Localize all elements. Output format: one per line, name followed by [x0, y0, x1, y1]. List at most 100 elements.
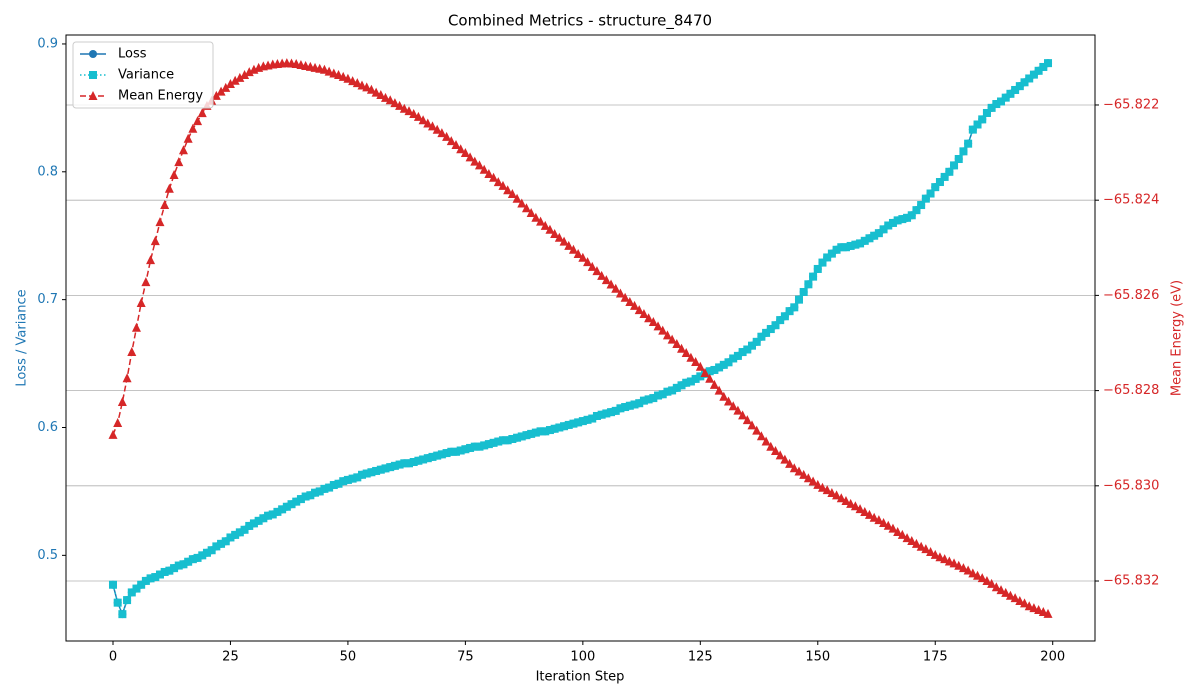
point	[489, 172, 499, 182]
point	[630, 300, 640, 310]
point	[376, 465, 385, 474]
point	[931, 183, 940, 192]
point	[127, 347, 137, 357]
point	[630, 400, 639, 409]
point	[193, 116, 203, 126]
point	[950, 161, 959, 170]
point	[954, 155, 963, 164]
point	[113, 598, 122, 607]
chart-title: Combined Metrics - structure_8470	[448, 12, 712, 31]
series-line	[112, 62, 1049, 617]
point	[968, 568, 978, 578]
point	[141, 277, 151, 287]
point	[475, 442, 484, 451]
point	[550, 424, 559, 433]
point	[705, 373, 715, 383]
point	[776, 316, 785, 325]
point	[273, 507, 282, 516]
x-tick-label: 25	[222, 650, 239, 665]
point	[945, 167, 954, 176]
point	[695, 361, 705, 371]
point	[752, 425, 762, 435]
point	[663, 387, 672, 396]
point	[395, 100, 405, 110]
x-tick-label: 200	[1040, 650, 1065, 665]
point	[888, 218, 897, 227]
legend: Loss Variance Mean Energy	[72, 41, 214, 109]
point	[747, 420, 757, 430]
point	[865, 234, 874, 243]
point	[174, 157, 184, 167]
point	[823, 253, 832, 262]
point	[527, 429, 536, 438]
point	[733, 405, 743, 415]
point	[479, 164, 489, 174]
x-tick-label: 125	[688, 650, 713, 665]
point	[728, 401, 738, 411]
point	[940, 554, 950, 564]
point	[785, 307, 794, 316]
point	[601, 275, 611, 285]
point	[836, 493, 846, 503]
point	[376, 89, 386, 99]
point	[658, 390, 667, 399]
point	[480, 441, 489, 450]
point	[352, 78, 362, 88]
point	[771, 321, 780, 330]
point	[917, 201, 926, 210]
point	[484, 169, 494, 179]
point	[221, 537, 230, 546]
point	[1006, 89, 1015, 98]
point	[122, 373, 132, 383]
point	[512, 193, 522, 203]
point	[738, 348, 747, 357]
point	[592, 411, 601, 420]
point	[178, 145, 188, 155]
point	[386, 463, 395, 472]
point	[964, 139, 973, 148]
x-tick-label: 150	[805, 650, 830, 665]
point	[696, 372, 705, 381]
point	[686, 377, 695, 386]
point	[184, 557, 193, 566]
point	[540, 220, 550, 230]
point	[729, 354, 738, 363]
point	[343, 73, 353, 83]
point	[381, 92, 391, 102]
point	[672, 383, 681, 392]
point	[259, 514, 268, 523]
point	[756, 431, 766, 441]
point	[320, 484, 329, 493]
point	[775, 450, 785, 460]
point	[691, 374, 700, 383]
point	[1034, 66, 1043, 75]
point	[348, 76, 358, 86]
point	[668, 386, 677, 395]
point	[474, 160, 484, 170]
point	[681, 347, 691, 357]
point	[733, 351, 742, 360]
legend-label: Loss	[118, 47, 147, 62]
point	[804, 280, 813, 289]
point	[503, 436, 512, 445]
point	[841, 243, 850, 252]
point	[179, 560, 188, 569]
point	[785, 458, 795, 468]
point	[705, 367, 714, 376]
point	[188, 123, 198, 133]
point	[987, 578, 997, 588]
point	[794, 295, 803, 304]
point	[973, 570, 983, 580]
point	[870, 231, 879, 240]
point	[197, 108, 207, 118]
point	[324, 66, 334, 76]
point	[997, 97, 1006, 106]
point	[517, 198, 527, 208]
point	[230, 75, 240, 85]
point	[531, 428, 540, 437]
point	[649, 394, 658, 403]
point	[818, 258, 827, 267]
point	[921, 544, 931, 554]
point	[1020, 78, 1029, 87]
